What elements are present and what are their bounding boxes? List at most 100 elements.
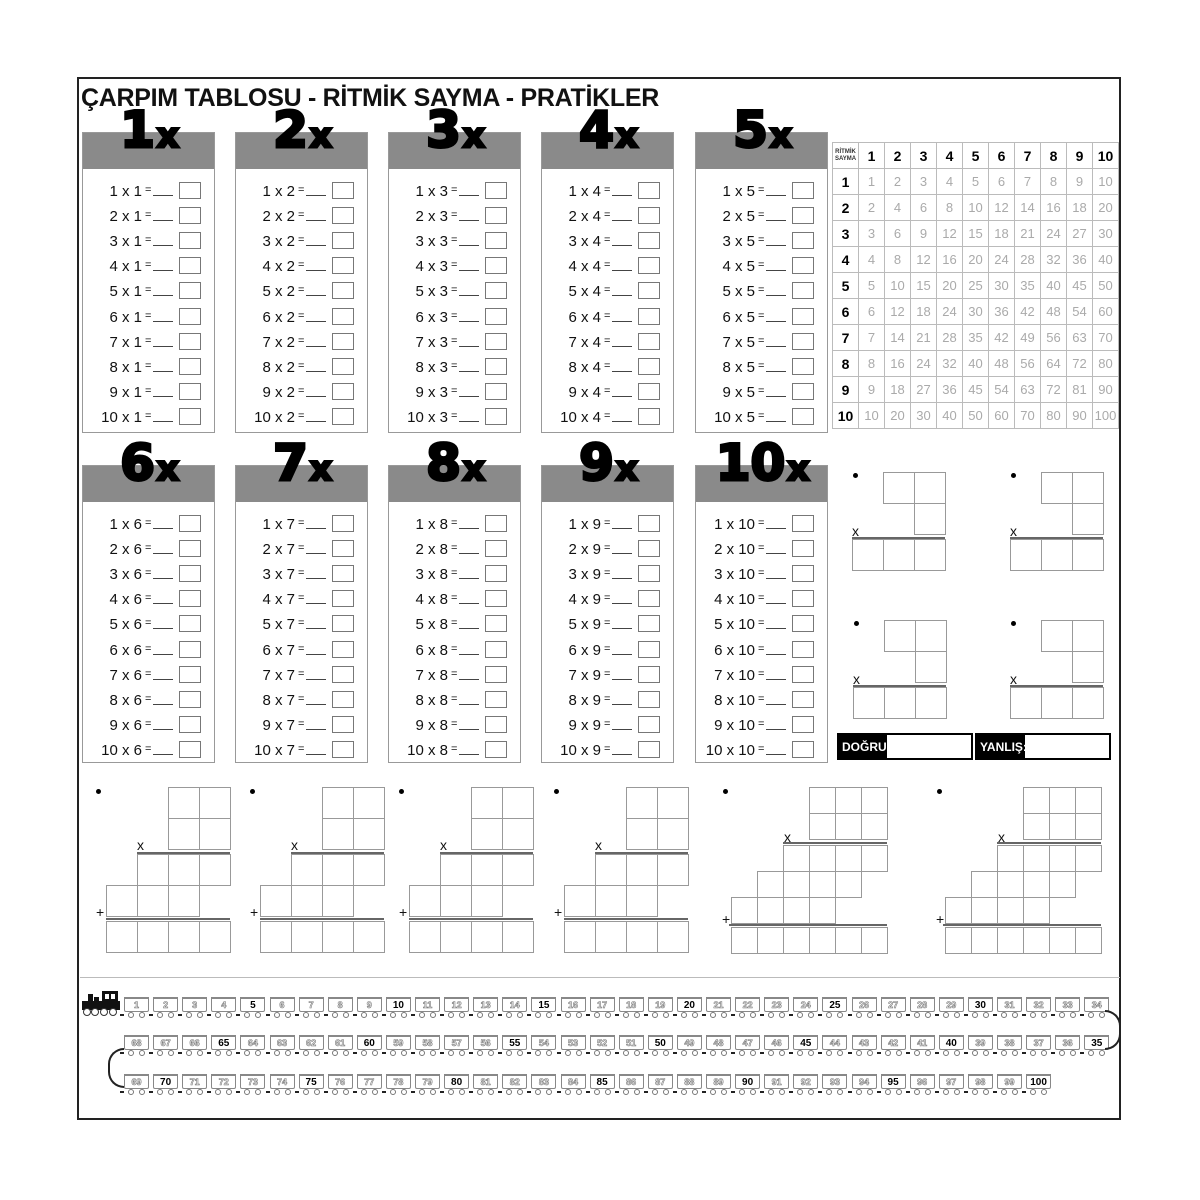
answer-line[interactable] [612,528,632,529]
answer-cell[interactable] [260,885,292,917]
answer-cell[interactable] [997,845,1024,872]
answer-line[interactable] [612,678,632,680]
answer-line[interactable] [766,728,786,730]
answer-line[interactable] [766,528,786,529]
answer-cell[interactable] [861,787,888,814]
answer-cell[interactable] [291,854,323,886]
answer-cell[interactable] [502,818,534,850]
answer-line[interactable] [766,703,786,705]
answer-line[interactable] [459,320,479,322]
answer-cell[interactable] [137,921,169,953]
answer-cell[interactable] [997,871,1024,898]
answer-line[interactable] [459,345,479,347]
check-box[interactable] [179,565,201,583]
answer-cell[interactable] [809,871,836,898]
answer-cell[interactable] [915,687,947,719]
answer-cell[interactable] [471,885,503,917]
answer-line[interactable] [612,195,632,196]
answer-cell[interactable] [137,854,169,886]
answer-line[interactable] [766,603,786,605]
check-box[interactable] [792,257,814,275]
answer-line[interactable] [153,370,173,372]
answer-cell[interactable] [783,871,810,898]
answer-line[interactable] [153,345,173,347]
answer-line[interactable] [612,370,632,372]
answer-line[interactable] [153,603,173,605]
answer-line[interactable] [766,578,786,580]
check-box[interactable] [485,232,507,250]
check-box[interactable] [179,382,201,400]
answer-cell[interactable] [502,854,534,886]
check-box[interactable] [485,665,507,683]
answer-line[interactable] [612,753,632,755]
answer-line[interactable] [612,395,632,397]
answer-cell[interactable] [915,620,947,652]
answer-cell[interactable] [440,885,472,917]
answer-line[interactable] [153,270,173,272]
answer-cell[interactable] [1023,813,1050,840]
answer-cell[interactable] [626,854,658,886]
check-box[interactable] [638,307,660,325]
answer-cell[interactable] [1010,687,1042,719]
check-box[interactable] [638,382,660,400]
check-box[interactable] [792,282,814,300]
answer-cell[interactable] [809,845,836,872]
check-box[interactable] [485,382,507,400]
check-box[interactable] [179,282,201,300]
answer-cell[interactable] [1041,687,1073,719]
answer-cell[interactable] [199,818,231,850]
check-box[interactable] [485,357,507,375]
check-box[interactable] [179,232,201,250]
check-box[interactable] [638,515,660,532]
check-box[interactable] [332,590,354,608]
answer-cell[interactable] [353,787,385,819]
check-box[interactable] [179,690,201,708]
answer-cell[interactable] [861,813,888,840]
answer-cell[interactable] [1041,472,1073,504]
answer-cell[interactable] [757,871,784,898]
answer-cell[interactable] [1049,813,1076,840]
answer-cell[interactable] [1072,503,1104,535]
answer-cell[interactable] [1075,787,1102,814]
check-box[interactable] [638,257,660,275]
answer-cell[interactable] [883,539,915,571]
answer-line[interactable] [306,195,326,196]
check-box[interactable] [792,715,814,733]
answer-cell[interactable] [861,845,888,872]
check-box[interactable] [638,207,660,225]
answer-line[interactable] [306,220,326,222]
answer-cell[interactable] [657,787,689,819]
check-box[interactable] [332,565,354,583]
check-box[interactable] [792,640,814,658]
answer-line[interactable] [153,678,173,680]
answer-line[interactable] [459,728,479,730]
answer-cell[interactable] [783,845,810,872]
answer-cell[interactable] [322,787,354,819]
answer-cell[interactable] [502,921,534,953]
answer-line[interactable] [612,578,632,580]
answer-cell[interactable] [835,871,862,898]
answer-cell[interactable] [1041,539,1073,571]
answer-cell[interactable] [914,503,946,535]
check-box[interactable] [792,207,814,225]
answer-line[interactable] [306,270,326,272]
answer-line[interactable] [306,628,326,630]
answer-line[interactable] [459,678,479,680]
check-box[interactable] [638,665,660,683]
check-box[interactable] [638,182,660,199]
answer-cell[interactable] [168,854,200,886]
answer-line[interactable] [612,320,632,322]
answer-cell[interactable] [106,921,138,953]
answer-line[interactable] [306,603,326,605]
answer-line[interactable] [459,195,479,196]
answer-cell[interactable] [353,854,385,886]
answer-line[interactable] [306,395,326,397]
check-box[interactable] [638,540,660,558]
answer-cell[interactable] [291,885,323,917]
answer-cell[interactable] [1023,927,1050,954]
answer-line[interactable] [306,295,326,297]
answer-cell[interactable] [168,787,200,819]
check-box[interactable] [332,540,354,558]
answer-line[interactable] [153,220,173,222]
answer-line[interactable] [612,728,632,730]
